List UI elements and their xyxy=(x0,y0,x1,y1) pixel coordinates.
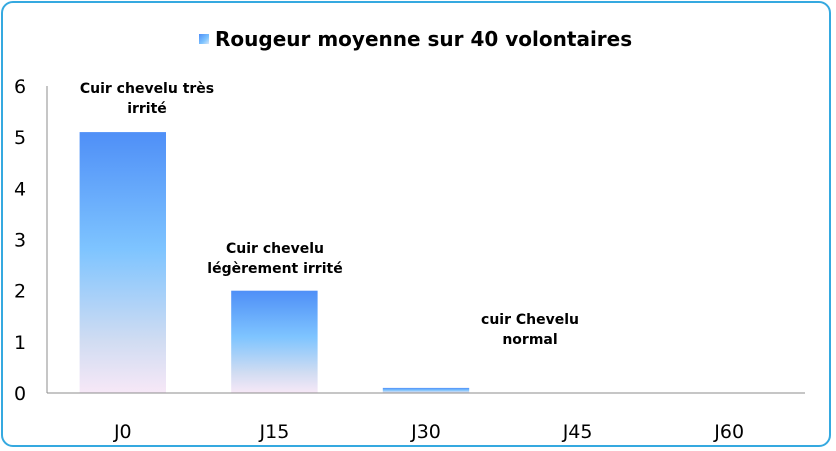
x-tick-label: J30 xyxy=(410,421,441,443)
bar-j30 xyxy=(382,387,470,393)
annotation-j0: Cuir chevelu très irrité xyxy=(64,79,230,119)
annotation-j0-line2: irrité xyxy=(127,101,167,117)
x-tick-label: J0 xyxy=(113,421,132,443)
legend-swatch xyxy=(199,34,209,44)
annotation-j15: Cuir chevelu légèrement irrité xyxy=(195,239,355,279)
y-ticks: 0 1 2 3 4 5 6 xyxy=(14,76,26,405)
y-tick-label: 6 xyxy=(14,76,26,98)
bar-j15 xyxy=(231,290,318,393)
y-tick-label: 3 xyxy=(14,230,26,252)
legend-label: Rougeur moyenne sur 40 volontaires xyxy=(215,27,633,51)
annotation-j0-line1: Cuir chevelu très xyxy=(79,81,215,97)
x-tick-label: J15 xyxy=(259,421,290,443)
x-ticks: J0 J15 J30 J45 J60 xyxy=(113,421,744,443)
x-tick-label: J45 xyxy=(562,421,593,443)
x-tick-label: J60 xyxy=(713,421,744,443)
y-tick-label: 2 xyxy=(14,281,26,303)
y-tick-label: 1 xyxy=(14,332,26,354)
legend: Rougeur moyenne sur 40 volontaires xyxy=(199,27,632,51)
annotation-j45-line2: normal xyxy=(502,332,558,348)
y-tick-label: 5 xyxy=(14,127,26,149)
annotation-j45-line1: cuir Chevelu xyxy=(481,312,579,328)
annotation-j15-line1: Cuir chevelu xyxy=(226,241,324,257)
bars-layer xyxy=(79,132,470,393)
bar-j0 xyxy=(79,132,166,393)
y-tick-label: 0 xyxy=(14,383,26,405)
annotation-j45: cuir Chevelu normal xyxy=(460,310,600,350)
y-tick-label: 4 xyxy=(14,178,26,200)
annotation-j15-line2: légèrement irrité xyxy=(207,261,343,277)
